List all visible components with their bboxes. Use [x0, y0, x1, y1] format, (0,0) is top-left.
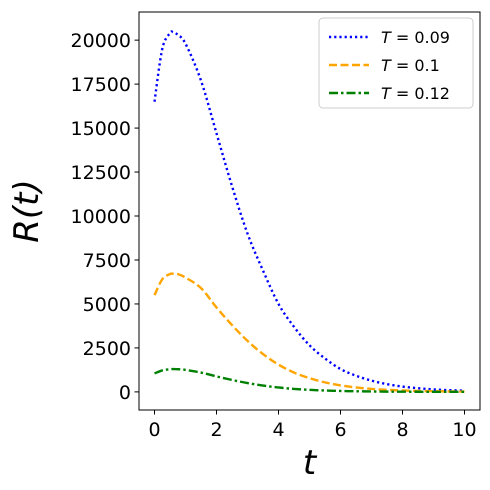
- x-axis-ticks: 0 2 4 6 8 10: [148, 410, 477, 441]
- y-tick-label: 20000: [71, 30, 131, 52]
- y-tick-label: 5000: [83, 294, 131, 316]
- series-line-2: [153, 272, 465, 393]
- y-tick-label: 17500: [71, 74, 131, 96]
- y-tick-label: 12500: [71, 162, 131, 184]
- y-axis-label: R(t): [7, 179, 47, 242]
- series-layer: [153, 30, 465, 394]
- y-axis-ticks: 0 2500 5000 7500 10000 12500 15000 17500 20000: [71, 30, 139, 404]
- legend-box: [318, 17, 474, 109]
- legend-label: T = 0.12: [381, 84, 450, 103]
- legend: T = 0.09T = 0.1T = 0.12: [318, 17, 474, 109]
- x-tick-label: 6: [334, 419, 346, 441]
- x-tick-label: 2: [210, 419, 222, 441]
- legend-label-variable: T: [381, 56, 392, 75]
- y-tick-label: 15000: [71, 118, 131, 140]
- x-tick-label: 10: [452, 419, 476, 441]
- legend-label-value: = 0.12: [391, 84, 450, 103]
- y-tick-label: 0: [119, 382, 131, 404]
- y-tick-label: 10000: [71, 206, 131, 228]
- plot-frame: [138, 11, 481, 411]
- x-tick-label: 0: [148, 419, 160, 441]
- series-line-1: [153, 30, 465, 392]
- x-tick-label: 8: [396, 419, 408, 441]
- y-tick-label: 7500: [83, 250, 131, 272]
- legend-label: T = 0.09: [381, 28, 450, 47]
- legend-label: T = 0.1: [381, 56, 440, 75]
- y-tick-label: 2500: [83, 338, 131, 360]
- x-tick-label: 4: [272, 419, 284, 441]
- legend-label-value: = 0.09: [391, 28, 450, 47]
- legend-label-variable: T: [381, 84, 392, 103]
- legend-label-variable: T: [381, 28, 392, 47]
- series-line-3: [154, 367, 465, 394]
- x-axis-label: t: [303, 443, 318, 483]
- legend-label-value: = 0.1: [391, 56, 440, 75]
